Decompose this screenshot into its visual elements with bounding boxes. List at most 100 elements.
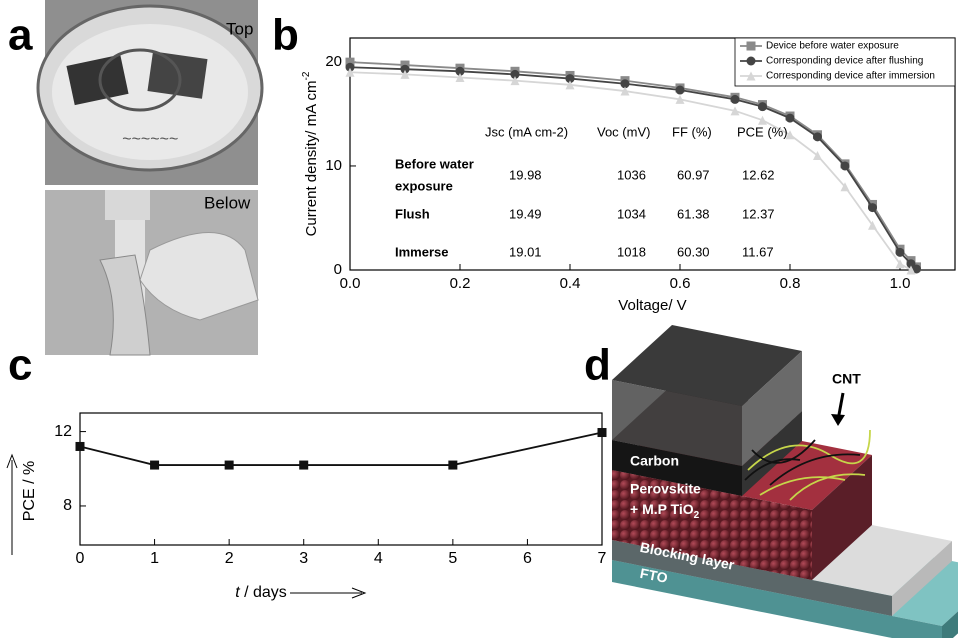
cnt-fiber: [769, 453, 861, 486]
diagram-label-part: + M.P TiO: [630, 501, 694, 517]
table-cell: 61.38: [677, 206, 710, 221]
table-cell: 11.67: [742, 244, 774, 259]
x-axis-label-var: t: [235, 584, 240, 601]
table-cell: 12.37: [742, 206, 775, 221]
table-row-label: Flush: [395, 206, 430, 221]
table-header: Voc (mV): [597, 124, 650, 139]
x-axis-label-unit: / days: [244, 584, 287, 601]
marker: [730, 106, 740, 116]
marker: [675, 94, 685, 104]
layer-side: [742, 411, 802, 496]
x-tick-label: 2: [225, 550, 234, 567]
table-cell: 1034: [617, 206, 646, 221]
x-tick-label: 3: [299, 550, 308, 567]
panel-label: c: [8, 341, 32, 390]
panel-label: d: [584, 341, 611, 390]
marker: [510, 69, 520, 79]
cnt-fiber: [751, 439, 816, 464]
cnt-fiber: [744, 458, 801, 481]
x-tick-label: 4: [374, 550, 383, 567]
x-tick-label: 1: [150, 550, 159, 567]
diagram-label: FTO: [639, 565, 669, 586]
series-line: [349, 61, 918, 268]
diagram-label: CNT: [832, 371, 861, 387]
marker: [758, 102, 767, 112]
marker: [620, 79, 630, 89]
x-tick-label: 0: [76, 550, 85, 567]
table-cell: 19.01: [509, 244, 542, 259]
marker: [597, 428, 607, 438]
layer-side: [812, 455, 872, 580]
marker: [75, 441, 85, 451]
marker: [868, 203, 877, 213]
marker: [906, 265, 916, 275]
x-tick-label: 5: [448, 550, 457, 567]
layer-side: [942, 611, 958, 638]
diagram-label: Carbon: [630, 453, 679, 469]
y-tick-label: 12: [54, 423, 72, 440]
x-label-arrow: [290, 587, 367, 599]
x-tick-label: 7: [598, 550, 607, 567]
table-header: FF (%): [672, 124, 712, 139]
diagram-label: + M.P TiO2: [630, 501, 700, 521]
marker: [620, 86, 630, 96]
cnt-fiber: [759, 476, 846, 496]
legend-marker: [746, 71, 756, 81]
marker: [895, 247, 905, 257]
legend-box: [734, 37, 956, 87]
layer-side: [892, 541, 952, 616]
layer-front: [612, 540, 892, 616]
photo-label: Top: [226, 19, 253, 38]
marker: [813, 151, 822, 161]
y-tick-label: 0: [334, 261, 342, 278]
marker: [912, 264, 921, 274]
marker: [448, 460, 458, 470]
x-tick-label: 0.8: [780, 275, 801, 292]
marker: [299, 460, 309, 470]
y-axis-label: Current density/ mA cm-2: [301, 71, 320, 236]
legend-label: Corresponding device after flushing: [766, 56, 923, 67]
x-axis-label: Voltage/ V: [618, 297, 686, 314]
marker: [813, 132, 822, 142]
marker: [224, 460, 234, 470]
svg-text:~~~~~~: ~~~~~~: [122, 131, 178, 148]
marker: [345, 62, 355, 72]
marker: [785, 113, 795, 123]
panel-label: a: [8, 11, 33, 60]
table-cell: 1036: [617, 167, 646, 182]
marker: [455, 73, 465, 83]
table-row-label: exposure: [395, 178, 453, 193]
table-cell: 1018: [617, 244, 646, 259]
device-diagram: [612, 325, 958, 638]
table-header: PCE (%): [737, 124, 788, 139]
marker: [868, 220, 877, 230]
marker: [730, 94, 740, 104]
table-cell: 60.97: [677, 167, 710, 182]
table-cell: 60.30: [677, 244, 710, 259]
legend-marker: [746, 56, 756, 66]
x-axis-label: t / days: [235, 584, 287, 601]
marker: [785, 130, 795, 140]
y-tick-label: 8: [63, 497, 72, 514]
series-line: [349, 66, 918, 270]
diagram-label: Perovskite: [630, 481, 701, 497]
table-row-label: Immerse: [395, 244, 448, 259]
x-tick-label: 1.0: [890, 275, 911, 292]
plot-frame: [79, 412, 603, 546]
cnt-arrow-head: [831, 414, 845, 426]
panel-label: b: [272, 11, 299, 60]
marker: [758, 115, 767, 125]
marker: [895, 259, 905, 269]
marker: [840, 182, 850, 192]
layer-top: [612, 325, 802, 406]
layer-front: [612, 560, 942, 638]
photo-label: Below: [204, 193, 251, 212]
y-label-arrow: [6, 453, 18, 555]
layer-front: [612, 440, 742, 496]
marker: [400, 69, 410, 79]
layer-front: [612, 380, 742, 466]
x-tick-label: 0.6: [670, 275, 691, 292]
diagram-label-sub: 2: [694, 510, 700, 521]
